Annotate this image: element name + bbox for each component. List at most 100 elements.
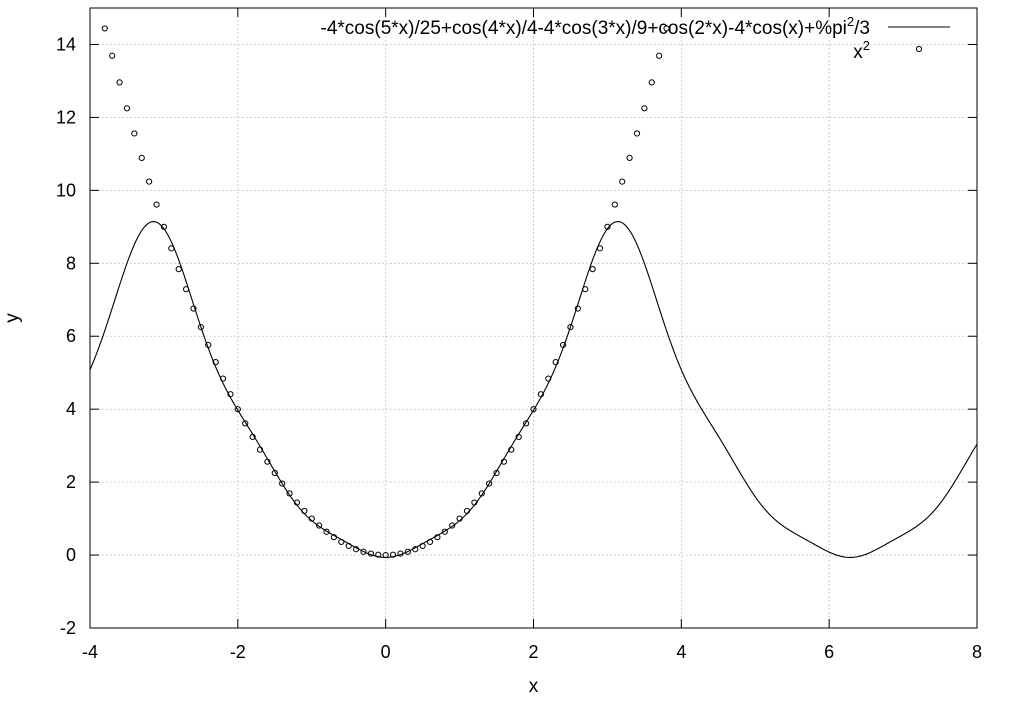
y-tick-label: 2: [66, 472, 76, 492]
data-point: [227, 391, 234, 398]
data-point: [641, 105, 648, 112]
y-tick-label: 8: [66, 253, 76, 273]
legend-entry-fourier-main: -4*cos(5*x)/25+cos(4*x)/4-4*cos(3*x)/9+c…: [321, 18, 847, 39]
data-point: [138, 154, 145, 161]
data-point: [338, 538, 345, 546]
data-point: [456, 515, 463, 522]
data-point: [345, 542, 352, 550]
data-point: [574, 305, 581, 312]
data-point: [116, 79, 123, 86]
data-point: [552, 359, 559, 366]
y-tick-label: 12: [56, 107, 76, 127]
plot-area: [90, 25, 977, 559]
data-point: [271, 469, 278, 477]
data-point: [589, 266, 596, 273]
data-point: [663, 25, 670, 32]
data-point: [101, 25, 108, 32]
data-point: [308, 515, 315, 522]
data-point: [412, 546, 419, 553]
legend-entry-fourier-tail: /3: [854, 18, 870, 39]
y-tick-label: 6: [66, 326, 76, 346]
x-tick-label: 0: [381, 642, 391, 662]
data-point: [611, 201, 618, 208]
legend-point-sample: [915, 45, 923, 53]
series-x-squared-points: [101, 25, 670, 559]
x-tick-label: -4: [82, 642, 98, 662]
data-point: [537, 391, 544, 398]
y-tick-label: -2: [60, 618, 76, 638]
data-point: [212, 359, 219, 366]
legend-entry-x-squared-superscript: 2: [863, 38, 870, 53]
data-point: [619, 178, 626, 185]
data-point: [286, 490, 293, 497]
data-point: [559, 341, 567, 349]
data-point: [656, 52, 663, 59]
data-point: [389, 551, 397, 558]
data-point: [182, 286, 190, 293]
data-point: [160, 223, 168, 230]
y-tick-label: 14: [56, 34, 76, 54]
data-point: [545, 375, 552, 382]
data-point: [153, 201, 160, 208]
data-point: [168, 245, 175, 252]
legend-entry-x-squared-main: x: [853, 42, 863, 63]
data-point: [323, 528, 330, 535]
data-point: [434, 534, 441, 541]
data-point: [234, 406, 241, 413]
data-point: [353, 546, 360, 553]
data-point: [190, 305, 197, 312]
x-tick-label: -2: [230, 642, 246, 662]
data-point: [515, 433, 522, 440]
data-point: [367, 550, 374, 557]
x-tick-label: 2: [528, 642, 538, 662]
legend-entry-x-squared: x2: [853, 38, 870, 63]
y-tick-label: 4: [66, 399, 76, 419]
data-point: [419, 542, 426, 550]
x-tick-label: 8: [972, 642, 982, 662]
legend-entry-fourier-superscript: 2: [847, 14, 854, 29]
data-point: [175, 266, 182, 273]
data-point: [360, 548, 367, 555]
data-point: [500, 458, 508, 465]
data-point: [316, 522, 323, 529]
data-point: [626, 154, 633, 161]
data-point: [242, 420, 249, 427]
data-point: [293, 499, 301, 506]
legend-entry-fourier: -4*cos(5*x)/25+cos(4*x)/4-4*cos(3*x)/9+c…: [321, 14, 870, 39]
data-point: [397, 550, 404, 557]
legend: -4*cos(5*x)/25+cos(4*x)/4-4*cos(3*x)/9+c…: [321, 14, 950, 63]
data-point: [508, 446, 515, 453]
data-point: [404, 548, 411, 555]
tick-labels: -4 -2 0 2 4 6 8 -2 0 2 4 6 8 10 12 14: [56, 34, 982, 662]
x-tick-label: 4: [676, 642, 686, 662]
data-point: [463, 507, 471, 515]
data-point: [478, 490, 485, 497]
y-tick-label: 10: [56, 180, 76, 200]
data-point: [264, 458, 271, 465]
data-point: [123, 105, 131, 112]
data-point: [301, 507, 308, 515]
data-point: [382, 551, 389, 559]
data-point: [486, 480, 493, 487]
data-point: [633, 130, 641, 137]
y-tick-label: 0: [66, 545, 76, 565]
data-point: [249, 433, 256, 440]
x-axis-label: x: [529, 676, 539, 697]
y-axis-label: y: [2, 313, 23, 323]
data-point: [471, 499, 478, 506]
data-point: [449, 522, 456, 529]
data-point: [205, 341, 212, 349]
series-fourier-line: [90, 221, 977, 558]
data-point: [493, 469, 500, 477]
data-point: [131, 130, 138, 137]
data-point: [256, 446, 264, 453]
data-point: [279, 480, 286, 487]
data-point: [219, 375, 227, 382]
data-point: [648, 79, 655, 86]
data-point: [197, 324, 204, 331]
data-point: [604, 223, 611, 230]
grid-lines: [90, 8, 977, 628]
data-point: [146, 178, 153, 185]
data-point: [582, 286, 589, 293]
